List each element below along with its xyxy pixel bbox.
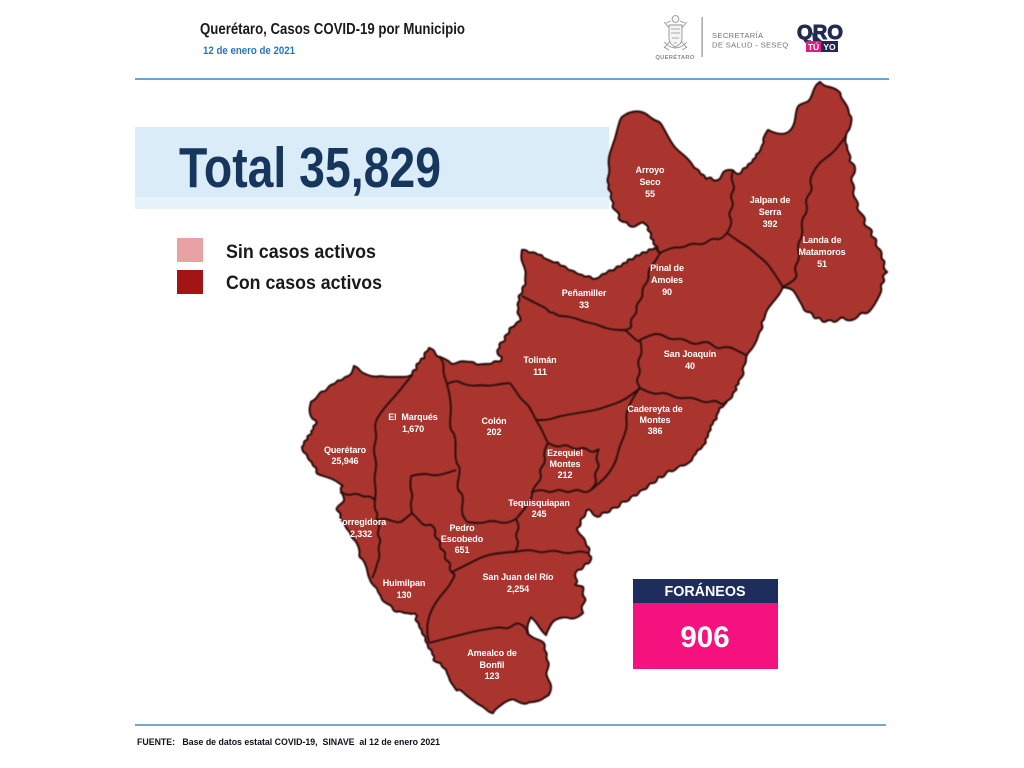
- svg-text:111: 111: [533, 367, 547, 377]
- svg-text:YO: YO: [823, 42, 836, 52]
- svg-text:212: 212: [558, 470, 573, 480]
- svg-text:Querétaro: Querétaro: [324, 445, 367, 455]
- svg-text:Corregidora: Corregidora: [336, 517, 388, 527]
- svg-text:Tequisquiapan: Tequisquiapan: [508, 498, 570, 508]
- svg-text:FUENTE: Base de datos estata: FUENTE: Base de datos estatal COVID-19, …: [137, 737, 440, 747]
- svg-text:Con casos activos: Con casos activos: [226, 273, 382, 294]
- svg-text:Peñamiller: Peñamiller: [562, 288, 607, 298]
- svg-text:···········: ···········: [670, 51, 681, 55]
- svg-text:Amealco de: Amealco de: [467, 648, 517, 658]
- svg-text:San Joaquín: San Joaquín: [664, 349, 716, 359]
- svg-text:Matamoros: Matamoros: [798, 247, 845, 257]
- svg-text:DE SALUD - SESEQ: DE SALUD - SESEQ: [712, 41, 789, 50]
- svg-text:Bonfil: Bonfil: [480, 660, 505, 670]
- svg-text:SECRETARÍA: SECRETARÍA: [712, 31, 764, 40]
- svg-text:Serra: Serra: [759, 207, 783, 217]
- svg-text:90: 90: [662, 287, 672, 297]
- svg-text:40: 40: [685, 361, 695, 371]
- svg-text:Cadereyta de: Cadereyta de: [627, 404, 682, 414]
- svg-text:El Marqués: El Marqués: [388, 412, 438, 422]
- svg-text:33: 33: [579, 300, 589, 310]
- svg-text:Montes: Montes: [550, 459, 581, 469]
- svg-text:Total 35,829: Total 35,829: [179, 136, 441, 200]
- svg-text:Amoles: Amoles: [651, 275, 683, 285]
- svg-text:San Juan del Río: San Juan del Río: [483, 572, 555, 582]
- svg-text:651: 651: [455, 545, 470, 555]
- svg-text:QRO: QRO: [797, 22, 843, 44]
- svg-text:Querétaro, Casos COVID-19 por: Querétaro, Casos COVID-19 por Municipio: [200, 21, 465, 38]
- svg-text:245: 245: [532, 509, 547, 519]
- svg-text:1,670: 1,670: [402, 424, 424, 434]
- svg-text:FORÁNEOS: FORÁNEOS: [664, 583, 745, 600]
- svg-text:Sin casos activos: Sin casos activos: [226, 242, 376, 263]
- svg-text:Huimilpan: Huimilpan: [383, 578, 426, 588]
- svg-text:130: 130: [397, 590, 412, 600]
- svg-text:Seco: Seco: [639, 177, 661, 187]
- svg-text:12 de enero de 2021: 12 de enero de 2021: [203, 45, 295, 57]
- svg-text:51: 51: [817, 259, 827, 269]
- svg-text:Ezequiel: Ezequiel: [547, 448, 583, 458]
- svg-text:2,332: 2,332: [350, 529, 372, 539]
- svg-text:Colón: Colón: [482, 416, 507, 426]
- svg-text:202: 202: [487, 427, 502, 437]
- svg-text:392: 392: [763, 219, 778, 229]
- svg-text:Arroyo: Arroyo: [636, 165, 666, 175]
- svg-text:Montes: Montes: [640, 415, 671, 425]
- svg-text:TÚ: TÚ: [808, 41, 819, 52]
- svg-text:906: 906: [680, 621, 729, 654]
- svg-text:QUERÉTARO: QUERÉTARO: [655, 53, 694, 61]
- svg-text:2,254: 2,254: [507, 584, 529, 594]
- svg-text:25,946: 25,946: [332, 456, 359, 466]
- svg-text:Jalpan de: Jalpan de: [750, 195, 791, 205]
- svg-text:Pinal de: Pinal de: [650, 263, 684, 273]
- svg-text:Pedro: Pedro: [449, 523, 475, 533]
- svg-text:Escobedo: Escobedo: [441, 534, 484, 544]
- svg-text:Tolimán: Tolimán: [523, 355, 556, 365]
- svg-text:386: 386: [648, 426, 663, 436]
- svg-text:Landa de: Landa de: [803, 235, 842, 245]
- svg-text:123: 123: [485, 671, 500, 681]
- svg-text:55: 55: [645, 189, 655, 199]
